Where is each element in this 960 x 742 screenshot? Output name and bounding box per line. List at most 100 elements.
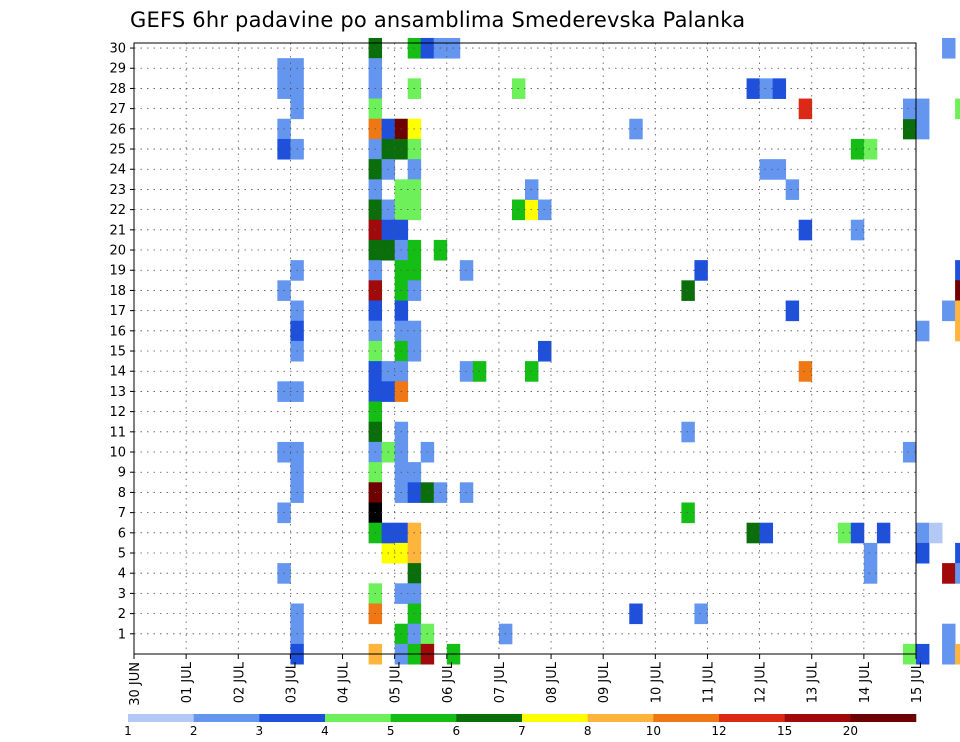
y-tick-label: 1 (118, 627, 126, 642)
x-tick-label: 14 JUL (858, 661, 873, 703)
y-tick-label: 15 (109, 345, 126, 360)
heatmap-cell (902, 98, 917, 120)
heatmap-cells (277, 37, 960, 665)
heatmap-cell (837, 522, 852, 544)
x-tick-label: 15 JUL (910, 661, 925, 703)
heatmap-cell (902, 118, 917, 140)
heatmap-cell (798, 98, 813, 120)
heatmap-cell (876, 522, 891, 544)
colorbar-label: 6 (453, 724, 461, 738)
y-tick-label: 30 (109, 42, 126, 57)
y-tick-label: 5 (118, 547, 126, 562)
heatmap-cell (955, 320, 960, 342)
heatmap-cell (916, 320, 930, 342)
heatmap-cell (759, 522, 774, 544)
y-tick-label: 6 (118, 526, 126, 541)
y-tick-label: 7 (118, 506, 126, 521)
y-tick-label: 21 (109, 223, 126, 238)
heatmap-cell (772, 78, 787, 99)
x-tick-label: 02 JUL (232, 661, 247, 703)
heatmap-cell (694, 260, 708, 281)
x-tick-label: 30 JUN (128, 662, 143, 706)
y-tick-label: 13 (109, 385, 126, 400)
heatmap-cell (902, 441, 917, 463)
heatmap-cell (681, 502, 695, 524)
colorbar-swatch (193, 714, 260, 722)
chart-title: GEFS 6hr padavine po ansamblima Smederev… (130, 8, 746, 32)
heatmap-cell (955, 300, 960, 322)
heatmap-cell (916, 542, 930, 564)
x-tick-label: 06 JUL (441, 661, 456, 703)
colorbar-swatch (390, 714, 457, 722)
y-tick-label: 28 (109, 82, 126, 97)
y-tick-label: 27 (109, 102, 126, 117)
heatmap-cell (942, 563, 956, 584)
heatmap-cell (942, 300, 956, 322)
colorbar-label: 8 (584, 724, 592, 738)
x-tick-label: 04 JUL (337, 661, 352, 703)
heatmap-cell (863, 542, 878, 564)
colorbar-label: 5 (387, 724, 395, 738)
heatmap-cell (850, 522, 865, 544)
heatmap-cell (681, 421, 695, 443)
y-tick-label: 12 (109, 405, 126, 420)
y-tick-label: 22 (109, 203, 126, 218)
heatmap-cell (798, 219, 813, 241)
grid-lines (134, 43, 916, 654)
colorbar-label: 3 (256, 724, 264, 738)
colorbar-label: 10 (646, 724, 661, 738)
colorbar-swatch (259, 714, 326, 722)
heatmap-cell (916, 643, 930, 665)
y-tick-label: 19 (109, 264, 126, 279)
x-tick-label: 13 JUL (806, 661, 821, 703)
colorbar-label: 15 (777, 724, 792, 738)
colorbar-swatch (456, 714, 523, 722)
x-tick-label: 11 JUL (701, 661, 716, 703)
heatmap-cell (746, 522, 760, 544)
heatmap-cell (694, 603, 708, 625)
y-tick-label: 29 (109, 62, 126, 77)
y-tick-label: 8 (118, 486, 126, 501)
heatmap-cell (942, 643, 956, 665)
heatmap-cell (798, 361, 813, 382)
colorbar-label: 12 (711, 724, 726, 738)
y-axis: 1234567891011121314151617181920212223242… (109, 42, 134, 642)
y-tick-label: 20 (109, 244, 126, 259)
x-tick-label: 03 JUL (284, 661, 299, 703)
y-tick-label: 3 (118, 587, 126, 602)
y-tick-label: 4 (118, 567, 126, 582)
colorbar-swatch (653, 714, 720, 722)
heatmap-cell (916, 98, 930, 120)
x-tick-label: 08 JUL (545, 661, 560, 703)
heatmap-cell (955, 280, 960, 301)
colorbar-swatch (784, 714, 851, 722)
heatmap-cell (929, 522, 943, 544)
y-tick-label: 18 (109, 284, 126, 299)
y-tick-label: 17 (109, 304, 126, 319)
colorbar-swatch (850, 714, 917, 722)
y-tick-label: 25 (109, 143, 126, 158)
heatmap-cell (955, 98, 960, 120)
x-axis: 30 JUN 01 JUL 02 JUL 03 JUL 04 JUL 05 JUL 06 J… (128, 654, 925, 706)
colorbar-label: 2 (190, 724, 198, 738)
heatmap-cell (916, 522, 930, 544)
heatmap-cell (746, 78, 760, 99)
heatmap-cell (772, 159, 787, 180)
y-tick-label: 10 (109, 446, 126, 461)
colorbar: 1 2 3 4 5 6 7 8 10 12 15 20 (124, 714, 917, 738)
heatmap-cell (955, 643, 960, 665)
colorbar-swatch (719, 714, 785, 722)
y-tick-label: 11 (109, 425, 126, 440)
heatmap-cell (759, 78, 774, 99)
heatmap-cell (955, 563, 960, 584)
colorbar-label: 1 (124, 724, 132, 738)
y-tick-label: 23 (109, 183, 126, 198)
heatmap-cell (850, 219, 865, 241)
y-tick-label: 24 (109, 163, 126, 178)
heatmap-cell (916, 118, 930, 140)
y-tick-label: 9 (118, 466, 126, 481)
heatmap-cell (785, 179, 800, 200)
y-tick-label: 2 (118, 607, 126, 622)
y-tick-label: 14 (109, 365, 126, 380)
